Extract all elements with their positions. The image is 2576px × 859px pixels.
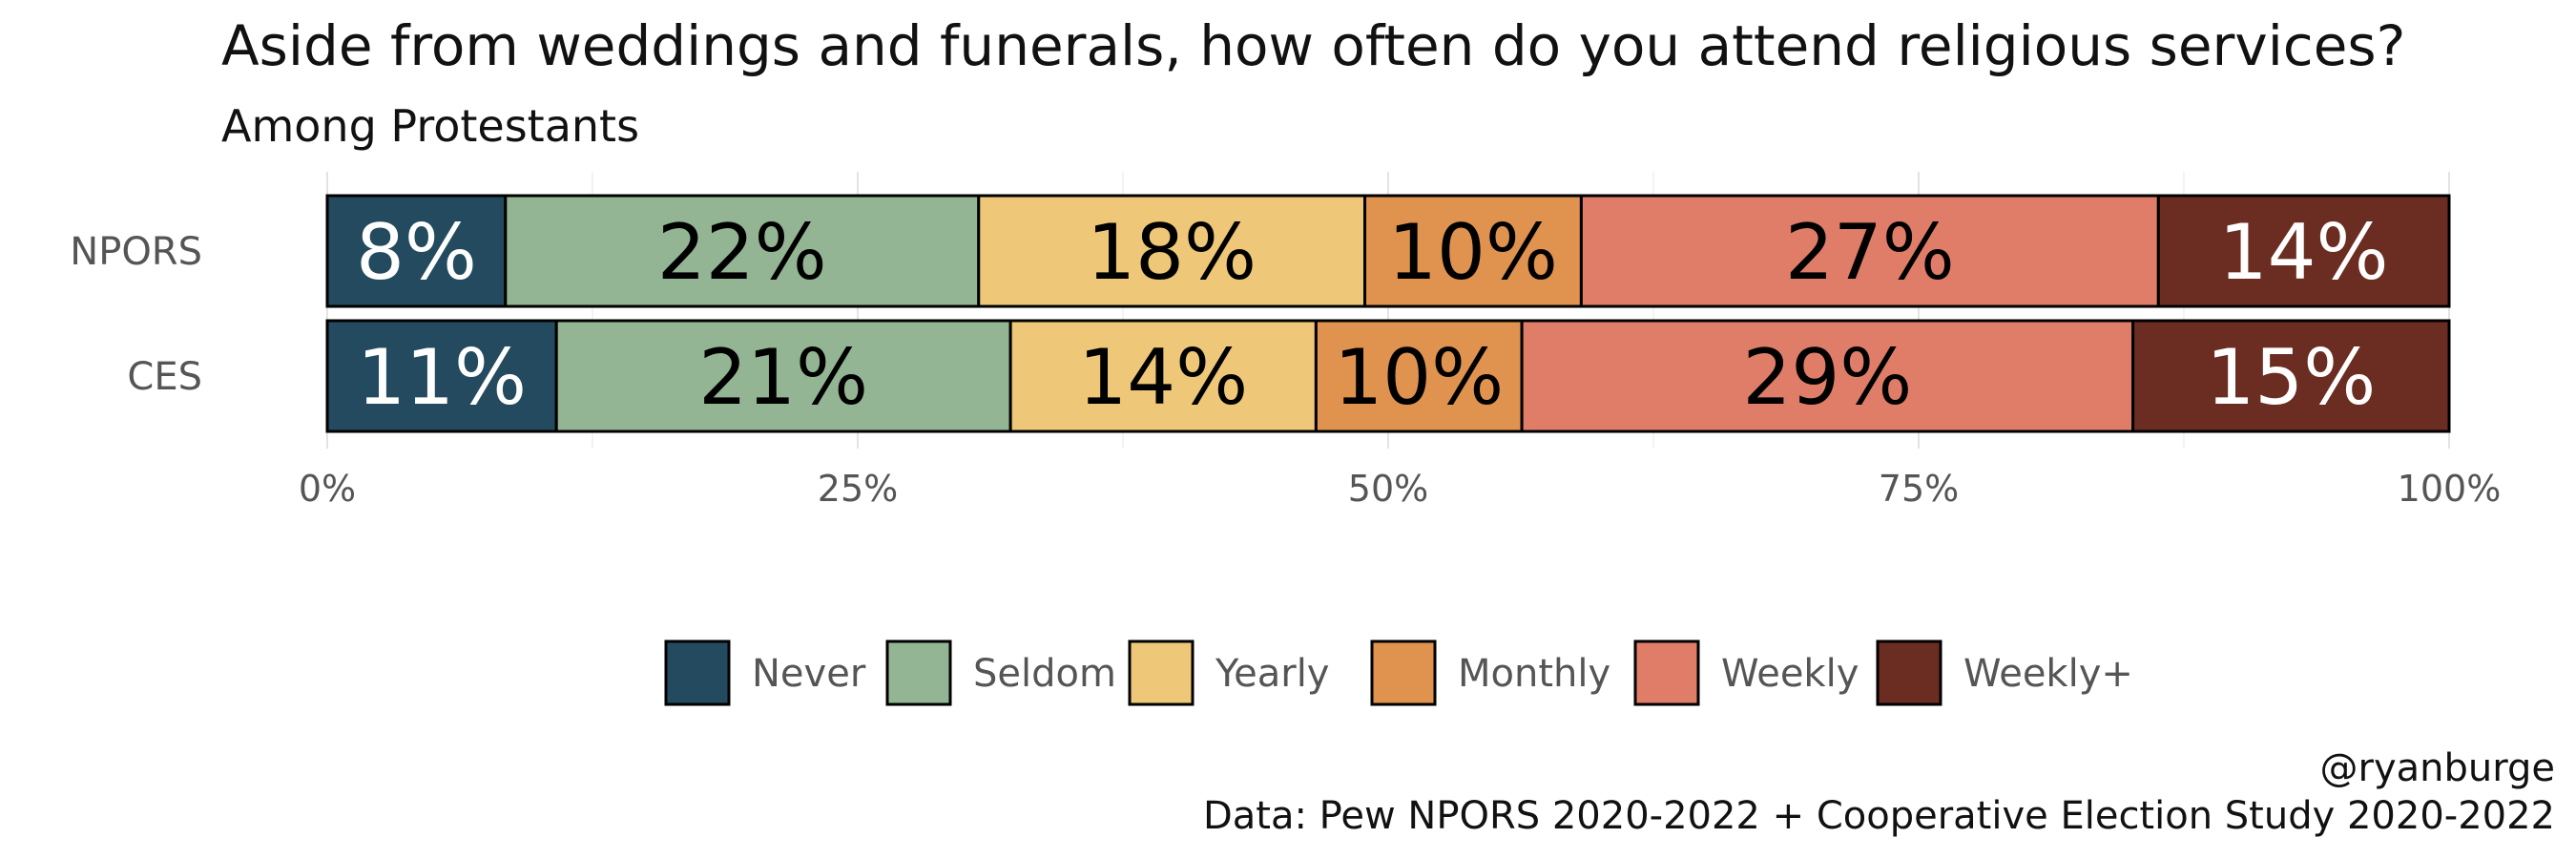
legend-label: Never: [752, 652, 866, 696]
bar-segment-seldom-npors: [504, 194, 981, 308]
segment-label: 29%: [1742, 333, 1912, 422]
author-credit: @ryanburge: [2320, 746, 2555, 790]
legend-key-weekly: [1633, 639, 1700, 706]
legend: Never Seldom Yearly Monthly Weekly Weekly+: [664, 639, 2133, 706]
legend-label: Seldom: [973, 652, 1116, 696]
bar-segment-weekly-npors: [1579, 194, 2160, 308]
legend-key-weekly-plus: [1876, 639, 1942, 706]
bar-segment-weekly-ces: [1520, 319, 2135, 433]
segment-label: 27%: [1785, 208, 1955, 297]
segment-label: 15%: [2206, 333, 2376, 422]
x-axis: 0% 25% 50% 75% 100%: [299, 468, 2501, 510]
bar-segment-weekly-plus-npors: [2156, 194, 2451, 308]
segment-label: 18%: [1087, 208, 1257, 297]
source-credit: Data: Pew NPORS 2020-2022 + Cooperative …: [1203, 794, 2555, 838]
x-tick-label: 25%: [818, 468, 898, 510]
y-tick-label: NPORS: [70, 230, 202, 274]
segment-label: 14%: [1078, 333, 1248, 422]
chart-subtitle: Among Protestants: [221, 100, 639, 152]
legend-key-yearly: [1128, 639, 1195, 706]
legend-key-monthly: [1370, 639, 1437, 706]
segment-label: 21%: [698, 333, 868, 422]
bar-segment-yearly-ces: [1008, 319, 1318, 433]
y-axis: NPORS CES: [70, 230, 202, 399]
bar-segment-monthly-ces: [1314, 319, 1524, 433]
bar-segment-weekly-plus-ces: [2131, 319, 2451, 433]
segment-label: 8%: [356, 208, 477, 297]
x-tick-label: 0%: [299, 468, 356, 510]
legend-key-never: [664, 639, 731, 706]
legend-label: Weekly: [1721, 652, 1859, 696]
bar-segment-monthly-npors: [1363, 194, 1583, 308]
y-tick-label: CES: [127, 355, 202, 399]
x-tick-label: 50%: [1348, 468, 1428, 510]
bar-segment-yearly-npors: [977, 194, 1367, 308]
x-tick-label: 75%: [1879, 468, 1959, 510]
segment-label: 10%: [1334, 333, 1504, 422]
segment-label: 14%: [2219, 208, 2389, 297]
legend-label: Monthly: [1458, 652, 1610, 696]
legend-label: Yearly: [1215, 652, 1329, 696]
bar-segment-never-ces: [325, 319, 558, 433]
segment-label: 22%: [657, 208, 827, 297]
x-tick-label: 100%: [2398, 468, 2502, 510]
legend-key-seldom: [885, 639, 952, 706]
segment-label: 10%: [1388, 208, 1558, 297]
bar-segment-seldom-ces: [554, 319, 1012, 433]
bars: [325, 194, 2451, 433]
chart-title: Aside from weddings and funerals, how of…: [221, 13, 2405, 78]
segment-labels: 8% 22% 18% 10% 27% 14% 11% 21% 14% 10% 29% 15%: [356, 208, 2389, 422]
segment-label: 11%: [357, 333, 527, 422]
legend-label: Weekly+: [1963, 652, 2133, 696]
